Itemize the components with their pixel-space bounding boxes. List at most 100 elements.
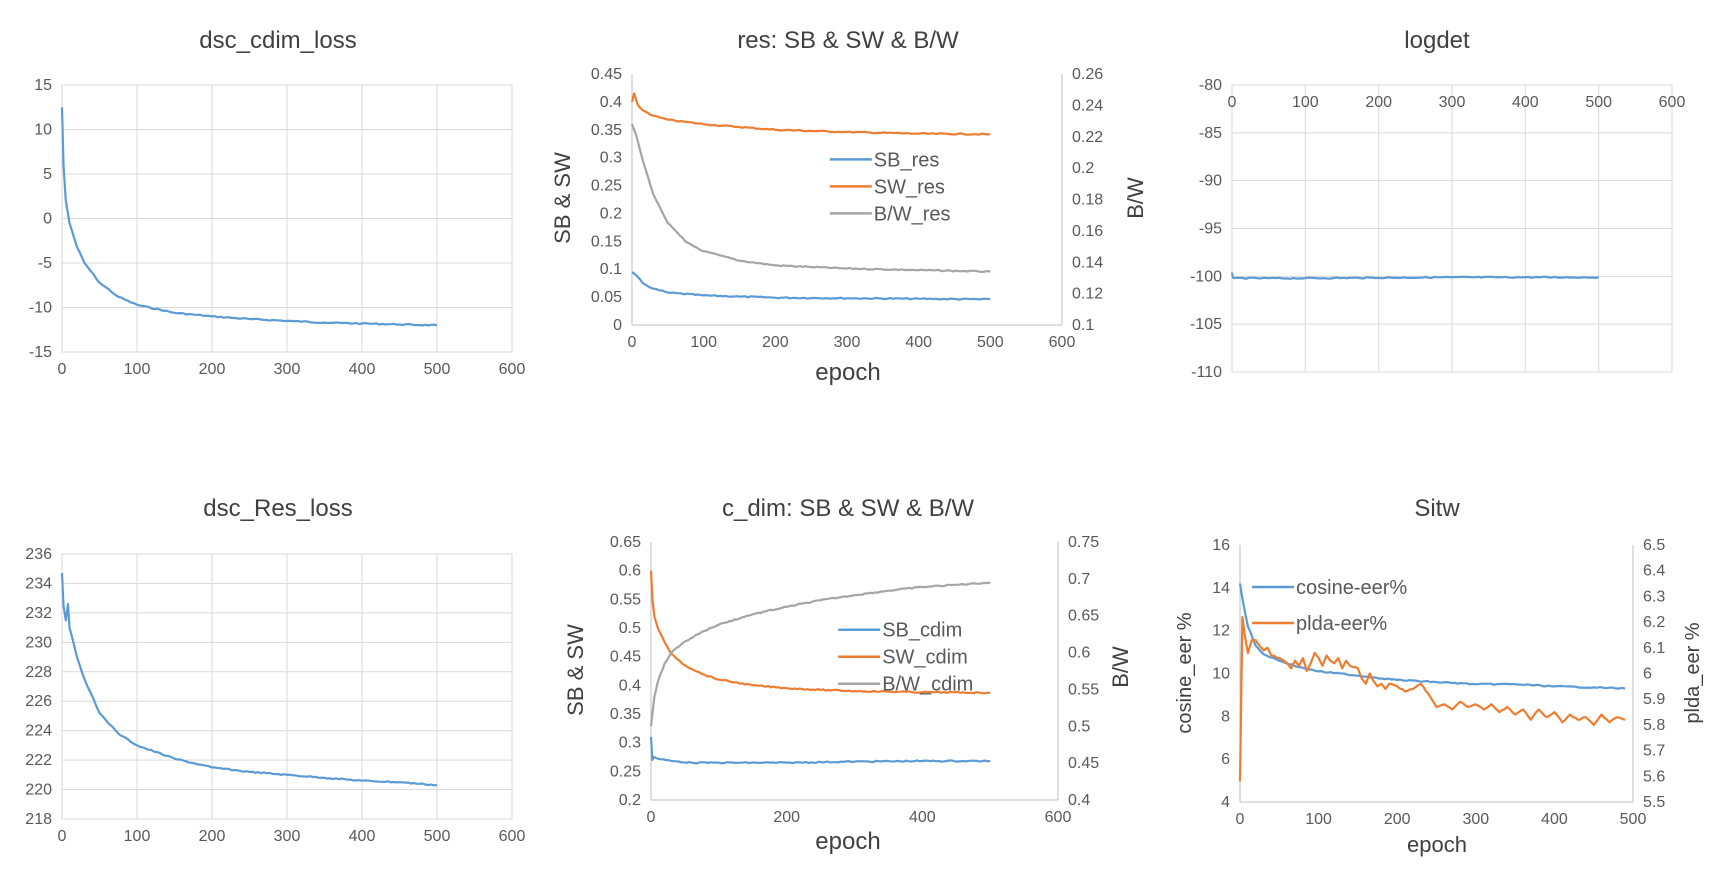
chart-title: c_dim: SB & SW & B/W [722, 495, 974, 522]
y-tick-label: 0.15 [591, 233, 622, 250]
y2-tick-label: 0.65 [1068, 608, 1099, 625]
x-tick-label: 200 [1384, 811, 1411, 828]
y-tick-label: 0 [613, 317, 622, 334]
y-tick-label: 224 [25, 723, 52, 740]
y-tick-label: 10 [34, 122, 52, 139]
y2-axis-label: plda_eer % [1682, 622, 1704, 723]
y-tick-label: 8 [1221, 708, 1230, 725]
x-tick-label: 200 [199, 361, 226, 378]
y-tick-label: 5 [43, 166, 52, 183]
x-tick-label: 0 [628, 334, 637, 351]
y-tick-label: 6 [1221, 751, 1230, 768]
y-tick-label: 14 [1212, 580, 1230, 597]
y2-tick-label: 0.24 [1072, 97, 1103, 114]
x-tick-label: 300 [834, 334, 861, 351]
y-tick-label: -15 [29, 344, 52, 361]
chart-dsc-res-loss: dsc_Res_loss 0 100 200 300 400 500 600 218 220 22… [25, 495, 525, 845]
x-axis-label: epoch [815, 828, 880, 855]
y2-tick-label: 0.1 [1072, 317, 1094, 334]
y2-tick-label: 5.6 [1643, 768, 1665, 785]
x-tick-label: 400 [349, 828, 376, 845]
y-tick-label: 0.25 [591, 178, 622, 195]
y-axis-label: SB & SW [563, 624, 588, 716]
y-tick-label: 16 [1212, 537, 1230, 554]
series-line-dsc-res-loss [60, 573, 438, 787]
x-tick-label: 600 [1045, 809, 1072, 826]
y-tick-label: 0.3 [600, 150, 622, 167]
y2-tick-label: 5.9 [1643, 691, 1665, 708]
x-tick-label: 300 [1439, 94, 1466, 111]
x-tick-label: 400 [1541, 811, 1568, 828]
chart-title: logdet [1404, 27, 1470, 54]
x-tick-label: 300 [1462, 811, 1489, 828]
y-tick-label: 0.4 [619, 677, 641, 694]
legend-label: SW_cdim [882, 647, 968, 669]
y-tick-label: -80 [1199, 77, 1222, 94]
y2-tick-label: 5.7 [1643, 743, 1665, 760]
x-tick-label: 500 [424, 828, 451, 845]
x-tick-label: 0 [1236, 811, 1245, 828]
y2-tick-label: 0.7 [1068, 571, 1090, 588]
y2-axis-label: B/W [1123, 177, 1148, 219]
chart-title: dsc_cdim_loss [199, 27, 356, 54]
x-tick-label: 100 [1305, 811, 1332, 828]
chart-res-sb-sw-bw: res: SB & SW & B/W SB & SW B/W epoch 0 10… [550, 27, 1148, 386]
x-tick-label: 600 [1659, 94, 1686, 111]
x-tick-label: 500 [1585, 94, 1612, 111]
chart-cdim-sb-sw-bw: c_dim: SB & SW & B/W SB & SW B/W epoch 0… [563, 495, 1133, 855]
y2-tick-label: 6.2 [1643, 614, 1665, 631]
y-tick-label: 234 [25, 575, 52, 592]
legend-label: plda-eer% [1296, 613, 1387, 635]
series-line-plda-eer- [1238, 615, 1626, 782]
legend-label: SW_res [874, 176, 945, 198]
series-line-logdet [1230, 272, 1599, 280]
series-line-cosine-eer- [1238, 583, 1626, 690]
y-tick-label: 15 [34, 77, 52, 94]
y-tick-label: 0.35 [591, 122, 622, 139]
x-tick-label: 200 [773, 809, 800, 826]
y-tick-label: 0.45 [610, 649, 641, 666]
chart-title: dsc_Res_loss [203, 495, 352, 522]
y2-axis-label: B/W [1108, 646, 1133, 688]
y2-tick-label: 0.5 [1068, 718, 1090, 735]
chart-title: Sitw [1414, 495, 1460, 522]
y-tick-label: 10 [1212, 666, 1230, 683]
y-tick-label: 0 [43, 211, 52, 228]
y-tick-label: -10 [29, 300, 52, 317]
y-tick-label: 228 [25, 664, 52, 681]
x-tick-label: 300 [274, 361, 301, 378]
y-tick-label: -110 [1191, 364, 1222, 381]
y-tick-label: 232 [25, 605, 52, 622]
x-tick-label: 100 [124, 828, 151, 845]
y2-tick-label: 0.14 [1072, 254, 1103, 271]
series-line-b-w-res [630, 123, 991, 273]
y-tick-label: 0.2 [600, 205, 622, 222]
y-tick-label: 230 [25, 634, 52, 651]
x-tick-label: 600 [499, 828, 526, 845]
y-tick-label: 0.4 [600, 94, 622, 111]
x-tick-label: 500 [977, 334, 1004, 351]
y-tick-label: 0.25 [610, 763, 641, 780]
y-tick-label: 0.2 [619, 792, 641, 809]
x-tick-label: 600 [499, 361, 526, 378]
chart-dsc-cdim-loss: dsc_cdim_loss 0 100 200 300 400 500 600-15-10-… [29, 27, 526, 378]
x-tick-label: 500 [1620, 811, 1647, 828]
series-line-sw-cdim [649, 570, 991, 695]
y-tick-label: -5 [38, 255, 52, 272]
x-tick-label: 100 [1292, 94, 1319, 111]
y-tick-label: 0.1 [600, 261, 622, 278]
y2-tick-label: 6 [1643, 666, 1652, 683]
y-tick-label: 0.65 [610, 534, 641, 551]
y2-tick-label: 0.16 [1072, 223, 1103, 240]
x-tick-label: 0 [58, 828, 67, 845]
series-line-sw-res [630, 92, 991, 136]
legend-label: cosine-eer% [1296, 577, 1407, 599]
x-axis-label: epoch [815, 359, 880, 386]
x-tick-label: 200 [1365, 94, 1392, 111]
y2-tick-label: 0.6 [1068, 645, 1090, 662]
y2-tick-label: 0.45 [1068, 755, 1099, 772]
y-tick-label: -85 [1199, 125, 1222, 142]
y-tick-label: 226 [25, 693, 52, 710]
y-tick-label: 218 [25, 811, 52, 828]
